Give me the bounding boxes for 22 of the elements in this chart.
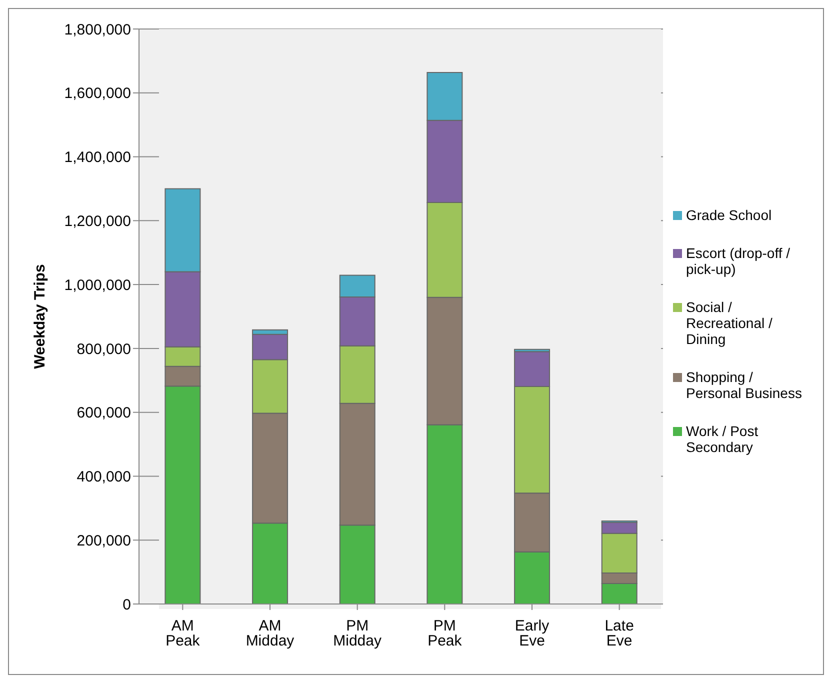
legend-label: Social / Recreational / Dining xyxy=(686,298,774,346)
x-tick-label: PM Peak xyxy=(428,618,462,650)
y-tick-label: 600,000 xyxy=(76,404,131,422)
x-tick-label: AM Peak xyxy=(166,618,200,650)
y-tick-label: 1,800,000 xyxy=(64,21,131,38)
legend-label: Work / Post Secondary xyxy=(686,422,760,454)
x-tick-label: Early Eve xyxy=(514,618,550,650)
y-tick-label: 1,600,000 xyxy=(64,85,131,102)
legend-label: Escort (drop-off / pick-up) xyxy=(686,244,792,276)
x-tick-label: AM Midday xyxy=(246,618,295,650)
y-axis-title: Weekday Trips xyxy=(31,264,48,369)
y-tick-label: 1,400,000 xyxy=(64,149,131,166)
y-tick-label: 200,000 xyxy=(76,532,131,550)
legend-label: Grade School xyxy=(686,206,772,222)
legend-label: Shopping / Personal Business xyxy=(686,368,803,400)
y-tick-label: 400,000 xyxy=(76,468,131,486)
y-tick-label: 0 xyxy=(122,596,131,614)
y-tick-label: 1,200,000 xyxy=(64,212,131,230)
y-tick-label: 800,000 xyxy=(76,340,131,358)
x-tick-label: Late Eve xyxy=(604,618,634,650)
y-tick-label: 1,000,000 xyxy=(64,276,131,294)
x-tick-label: PM Midday xyxy=(333,618,382,650)
